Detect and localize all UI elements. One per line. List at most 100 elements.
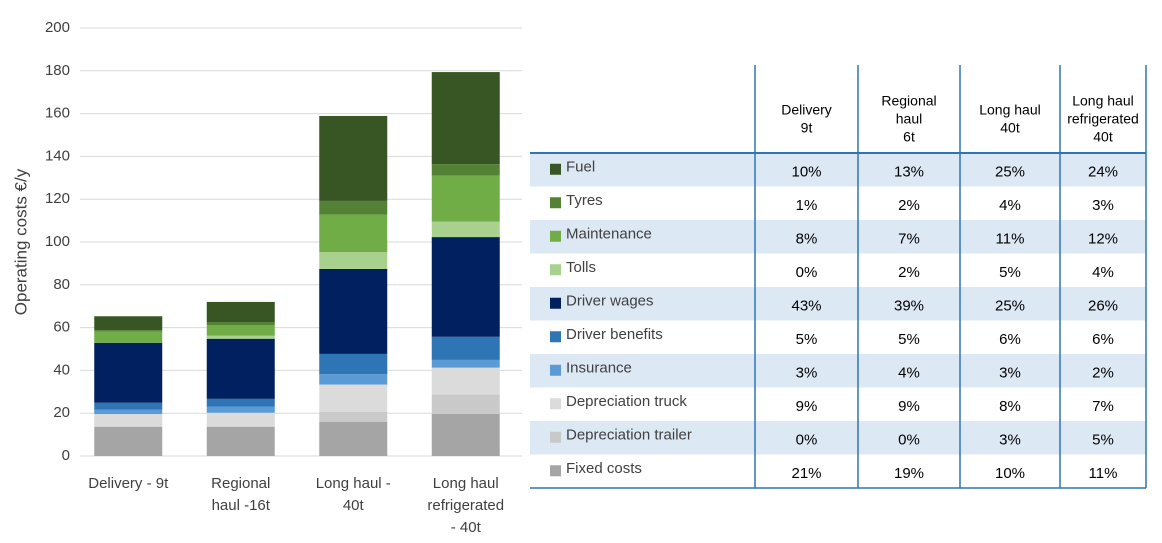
cell: 25% [995,298,1025,315]
row-label: Driver benefits [566,326,663,343]
cell: 7% [898,231,920,248]
x-tick-label: refrigerated [427,497,504,514]
cell: 2% [898,264,920,281]
bar-segment [431,221,500,238]
cell: 9% [796,398,818,415]
legend-swatch [550,230,561,242]
cell: 7% [1092,398,1114,415]
bar-segment [319,252,388,269]
legend-swatch [550,364,561,376]
cell: 12% [1088,231,1118,248]
bar-segment [431,367,500,395]
legend-swatch [550,297,561,309]
x-tick-label: 40t [343,497,365,514]
row-label: Depreciation truck [566,393,687,410]
cell: 3% [999,432,1021,449]
y-tick-label: 120 [45,190,70,207]
cell: 24% [1088,164,1118,181]
cell: 10% [995,465,1025,482]
row-shade [530,153,1146,187]
cell: 4% [999,197,1021,214]
bar-segment [94,342,163,403]
column-header: refrigerated [1067,111,1139,127]
cell: 13% [894,164,924,181]
cell: 11% [1089,465,1118,482]
bar-segment [431,413,500,456]
bar-segment [206,338,275,399]
bar-segment [206,301,275,323]
row-label: Depreciation trailer [566,427,692,444]
bar-segment [319,421,388,456]
bar-segment [319,268,388,354]
cell: 4% [898,365,920,382]
row-label: Driver wages [566,293,654,310]
bar-segment [319,374,388,385]
bar-segment [319,214,388,253]
cell: 1% [796,197,818,214]
bar-segment [431,175,500,222]
legend-swatch [550,163,561,175]
cell: 5% [999,264,1021,281]
bar-segment [319,384,388,412]
y-tick-label: 100 [45,233,70,250]
cell: 19% [894,465,924,482]
cell: 0% [796,432,818,449]
y-tick-label: 200 [45,19,70,36]
legend-swatch [550,398,561,410]
bar-segment [431,72,500,165]
column-header: Regional [881,93,936,109]
column-header: haul [896,111,922,127]
cell: 8% [796,231,818,248]
cell: 10% [791,164,821,181]
cell: 26% [1088,298,1118,315]
x-tick-label: Long haul - [316,475,391,492]
legend-swatch [550,465,561,477]
bar-segment [319,353,388,375]
row-label: Insurance [566,360,632,377]
column-header: Long haul [979,102,1041,118]
bar-segment [206,325,275,336]
cell: 3% [796,365,818,382]
y-tick-label: 0 [62,447,70,464]
bar-segment [94,409,163,415]
row-label: Fuel [566,159,595,176]
y-tick-label: 80 [53,276,70,293]
cell: 6% [999,331,1021,348]
cell: 43% [791,298,821,315]
cell: 11% [996,231,1025,248]
bar-segment [94,330,163,332]
cell: 21% [791,465,821,482]
bar-segment [319,115,388,201]
cell: 9% [898,398,920,415]
x-tick-label: Delivery - 9t [88,475,169,492]
bar-segment [206,322,275,326]
bar-segment [431,336,500,360]
bar-segment [94,414,163,427]
bar-segment [94,331,163,343]
cell: 0% [796,264,818,281]
y-tick-label: 40 [53,361,70,378]
row-label: Fixed costs [566,460,642,477]
bar-segment [319,200,388,215]
bar-segment [206,335,275,339]
bar-segment [319,411,388,422]
bar-segment [206,398,275,407]
legend-swatch [550,431,561,443]
cell: 8% [999,398,1021,415]
cell: 4% [1092,264,1114,281]
cell: 2% [898,197,920,214]
bar-segment [206,406,275,413]
cell: 5% [796,331,818,348]
bar-segment [206,412,275,427]
bar-segment [431,237,500,337]
cell: 5% [1092,432,1114,449]
cell: 3% [1092,197,1114,214]
legend-swatch [550,197,561,209]
row-label: Tyres [566,192,603,209]
cell: 39% [894,298,924,315]
cell: 5% [898,331,920,348]
cell: 0% [898,432,920,449]
column-header: Delivery [781,102,832,118]
cell: 2% [1092,365,1114,382]
